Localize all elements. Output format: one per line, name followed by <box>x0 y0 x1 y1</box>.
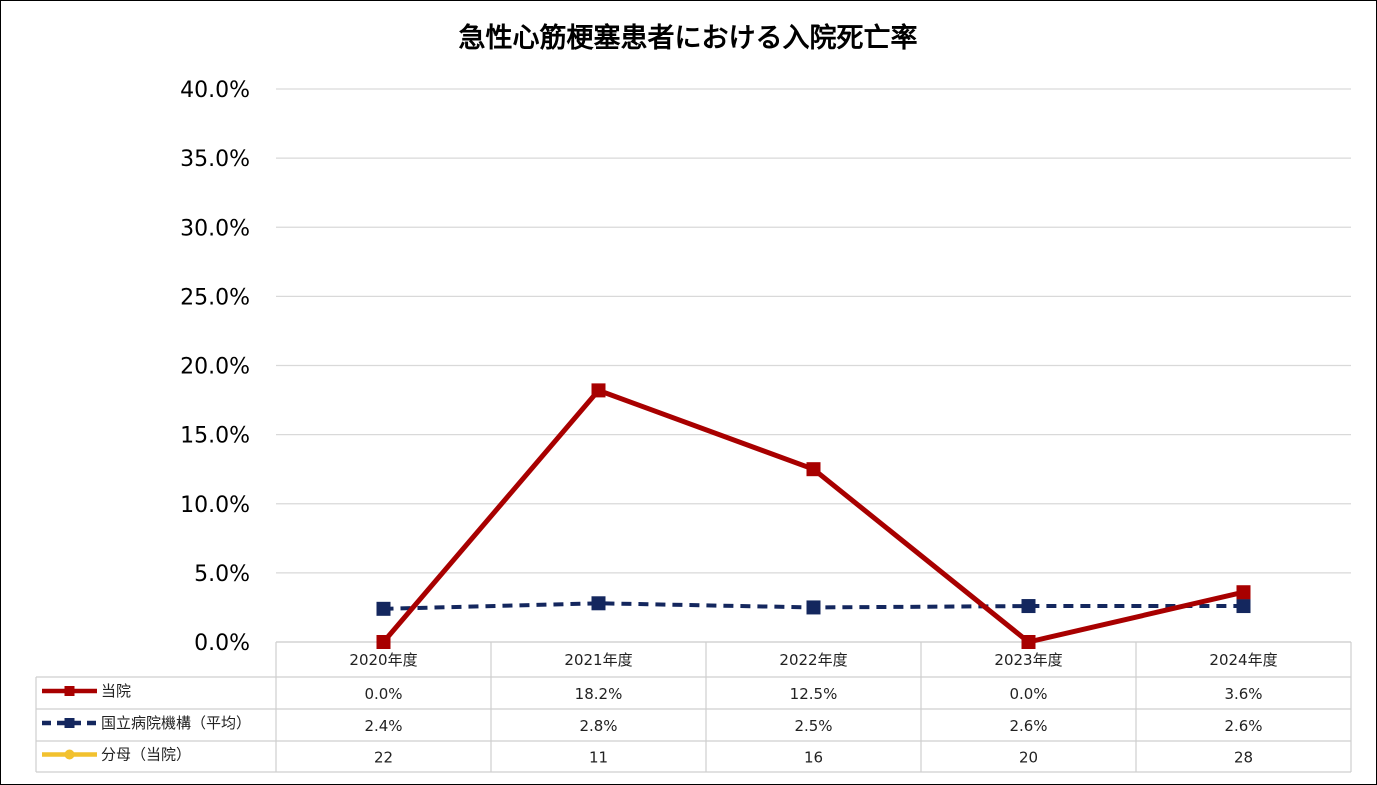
y-tick-label: 15.0% <box>180 424 250 449</box>
y-tick-label: 40.0% <box>180 78 250 103</box>
y-tick-label: 20.0% <box>180 355 250 380</box>
gridlines <box>276 88 1351 643</box>
y-tick-label: 0.0% <box>194 631 250 656</box>
data-table-value: 2.6% <box>1224 717 1262 735</box>
data-point-marker <box>1236 585 1251 600</box>
category-label: 2020年度 <box>349 651 417 669</box>
y-axis-ticks: 0.0% 5.0% 10.0% 15.0% 20.0% 25.0% 30.0% 35.0% 40… <box>180 78 250 656</box>
data-table-value: 0.0% <box>364 685 402 703</box>
data-table-value: 2.6% <box>1009 717 1047 735</box>
data-point-marker <box>806 600 821 615</box>
data-table-value: 22 <box>374 749 393 767</box>
category-label: 2021年度 <box>564 651 632 669</box>
data-point-marker <box>1236 599 1251 614</box>
data-table-value: 2.5% <box>794 717 832 735</box>
data-table-value: 12.5% <box>790 685 838 703</box>
data-table-value: 28 <box>1234 749 1253 767</box>
data-table-value: 20 <box>1019 749 1038 767</box>
data-point-marker <box>806 462 821 477</box>
data-table-value: 2.4% <box>364 717 402 735</box>
y-tick-label: 30.0% <box>180 216 250 241</box>
category-label: 2024年度 <box>1209 651 1277 669</box>
legend-key-marker <box>64 718 75 728</box>
data-table-value: 2.8% <box>579 717 617 735</box>
data-point-marker <box>376 601 391 616</box>
data-point-marker <box>1021 635 1036 649</box>
data-point-marker <box>591 596 606 611</box>
data-table-value: 18.2% <box>575 685 623 703</box>
series-lines <box>376 383 1251 649</box>
category-label: 2022年度 <box>779 651 847 669</box>
data-table-value: 3.6% <box>1224 685 1262 703</box>
chart-title: 急性心筋梗塞患者における入院死亡率 <box>459 22 918 54</box>
category-label: 2023年度 <box>994 651 1062 669</box>
y-tick-label: 5.0% <box>194 562 250 587</box>
legend-key-marker <box>64 686 75 696</box>
legend-key-marker <box>64 749 75 760</box>
legend-label: 分母（当院） <box>101 746 191 764</box>
data-point-marker <box>1021 599 1036 614</box>
data-table-value: 16 <box>804 749 823 767</box>
legend-label: 当院 <box>101 682 131 700</box>
data-table-value: 11 <box>589 749 608 767</box>
legend-label: 国立病院機構（平均） <box>101 714 251 732</box>
data-point-marker <box>591 383 606 398</box>
data-table-value: 0.0% <box>1009 685 1047 703</box>
y-tick-label: 10.0% <box>180 493 250 518</box>
data-point-marker <box>376 635 391 649</box>
y-tick-label: 25.0% <box>180 285 250 310</box>
y-tick-label: 35.0% <box>180 147 250 172</box>
